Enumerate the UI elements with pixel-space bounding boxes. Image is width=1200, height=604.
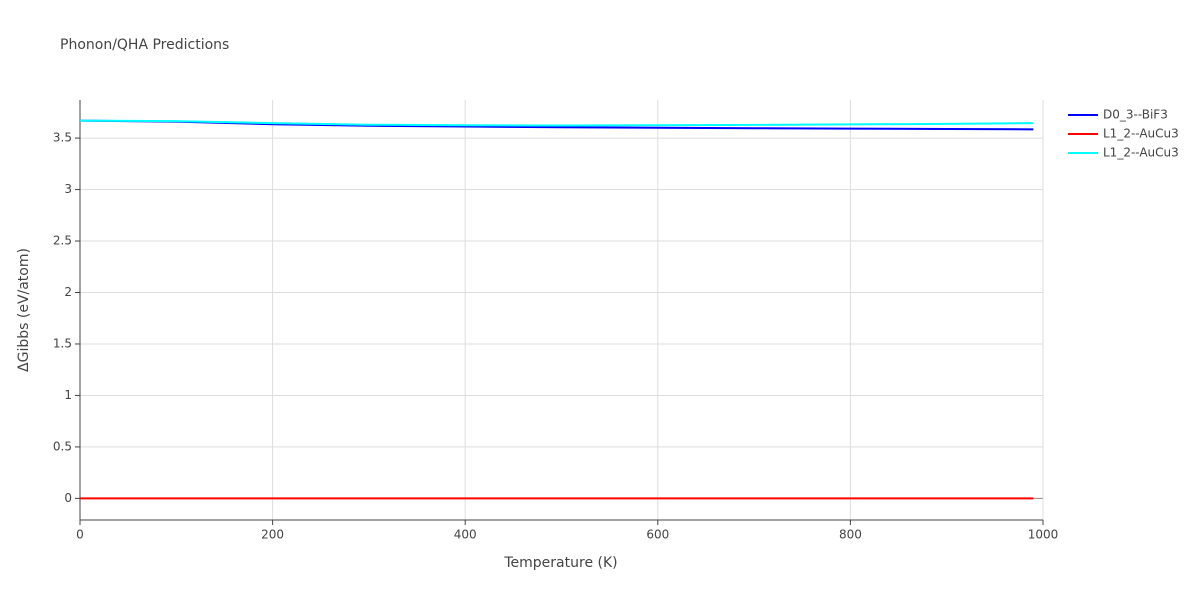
y-tick-label: 1: [64, 388, 72, 402]
chart-title: Phonon/QHA Predictions: [60, 37, 229, 53]
y-tick-label: 3: [64, 182, 72, 196]
x-tick-label: 800: [839, 528, 862, 542]
x-tick-label: 0: [76, 528, 84, 542]
y-tick-label: 0: [64, 491, 72, 505]
y-tick-label: 2.5: [53, 234, 72, 248]
series-line: [79, 119, 1034, 127]
x-tick-label: 200: [261, 528, 284, 542]
legend-label: D0_3--BiF3: [1103, 108, 1168, 122]
x-tick-label: 1000: [1028, 528, 1059, 542]
y-axis-label: ΔGibbs (eV/atom): [16, 248, 32, 372]
x-tick-label: 600: [646, 528, 669, 542]
y-tick-label: 1.5: [53, 336, 72, 350]
legend-label: L1_2--AuCu3: [1103, 146, 1179, 160]
y-tick-label: 2: [64, 285, 72, 299]
y-tick-label: 0.5: [53, 439, 72, 453]
x-tick-label: 400: [454, 528, 477, 542]
x-axis-label: Temperature (K): [503, 555, 617, 571]
y-tick-label: 3.5: [53, 131, 72, 145]
legend-label: L1_2--AuCu3: [1103, 127, 1179, 141]
